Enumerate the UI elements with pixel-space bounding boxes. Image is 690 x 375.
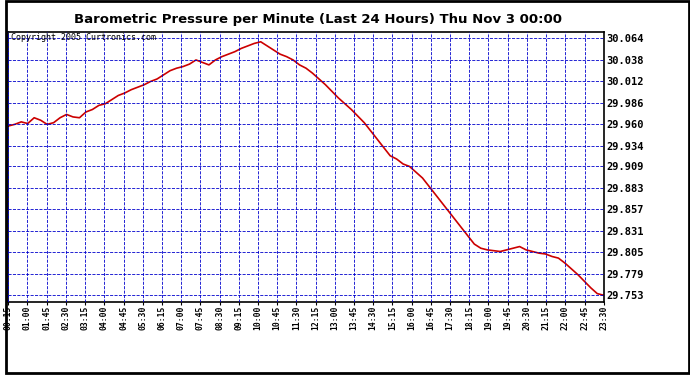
Text: Barometric Pressure per Minute (Last 24 Hours) Thu Nov 3 00:00: Barometric Pressure per Minute (Last 24 …	[75, 13, 562, 26]
Text: Copyright 2005 Curtronics.com: Copyright 2005 Curtronics.com	[11, 33, 156, 42]
